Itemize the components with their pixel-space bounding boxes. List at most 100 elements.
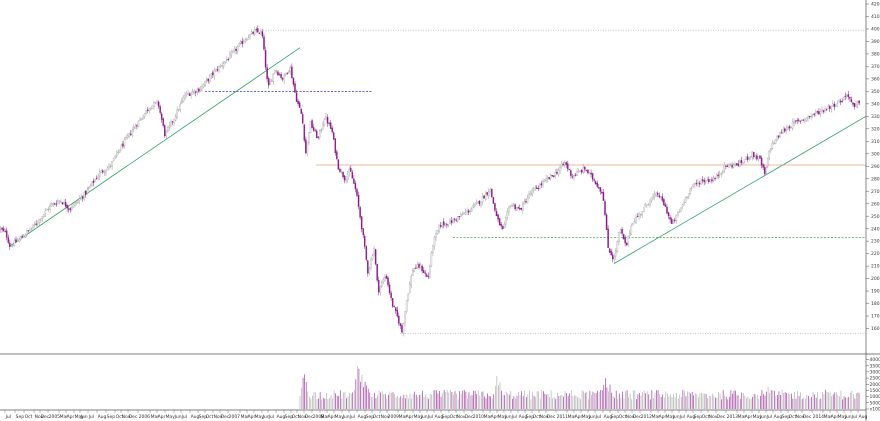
candle-body	[708, 179, 710, 182]
candle	[550, 173, 552, 182]
candle-body	[827, 105, 829, 109]
candle-body	[470, 208, 473, 212]
volume-bars	[299, 366, 860, 409]
candle-body	[81, 197, 84, 199]
candle	[36, 220, 39, 228]
candle	[833, 101, 836, 111]
candle-body	[405, 300, 408, 312]
candle	[35, 220, 37, 227]
price-tick-label: 230	[871, 239, 880, 245]
candle-body	[466, 210, 468, 212]
candle-body	[728, 164, 730, 168]
candle-body	[633, 221, 636, 224]
candle	[646, 204, 648, 208]
candle-body	[643, 207, 645, 213]
time-tick-label: 2011	[557, 414, 569, 420]
candle	[95, 175, 98, 180]
candle-body	[351, 172, 354, 179]
candle	[774, 138, 777, 145]
candle-body	[667, 212, 670, 217]
candle-body	[439, 225, 442, 227]
candle	[289, 65, 292, 75]
candle	[33, 221, 36, 228]
candle-body	[387, 277, 389, 286]
candle-body	[75, 202, 78, 204]
candle-body	[816, 111, 819, 113]
time-tick-label: Mar	[484, 414, 493, 420]
time-tick-label: Sep	[526, 414, 535, 420]
candle-body	[453, 218, 456, 220]
candle	[173, 118, 175, 127]
candle	[219, 63, 222, 69]
candle	[24, 233, 27, 238]
candle	[447, 224, 450, 228]
candle-body	[157, 101, 160, 107]
candle	[373, 246, 375, 257]
time-tick-label: Jul	[5, 414, 11, 420]
price-tick-label: 310	[871, 139, 880, 145]
candle	[712, 175, 715, 183]
candle-body	[399, 323, 402, 326]
candle-body	[644, 204, 647, 207]
candle	[64, 198, 67, 208]
candle-body	[646, 204, 648, 206]
time-tick-label: Dec	[465, 414, 474, 420]
candle	[306, 141, 309, 157]
candle	[740, 156, 743, 166]
candle	[250, 28, 253, 35]
candle	[625, 242, 628, 246]
candle-body	[484, 193, 487, 200]
candle-body	[24, 234, 27, 238]
candle	[791, 118, 794, 131]
time-tick-label: Jun	[844, 414, 852, 420]
candle	[123, 136, 126, 149]
candle	[483, 195, 485, 199]
candle	[49, 202, 51, 213]
candle	[608, 248, 611, 253]
time-tick-label: Jun	[342, 414, 350, 420]
candle	[72, 203, 75, 209]
candle-body	[35, 223, 37, 225]
price-tick-label: 160	[871, 326, 880, 332]
candle	[109, 164, 112, 169]
time-tick-label: May	[255, 414, 265, 420]
time-tick-label: Aug	[774, 414, 783, 420]
candle-body	[788, 126, 791, 129]
candle-body	[540, 183, 543, 186]
candle	[357, 191, 360, 210]
candle-body	[430, 252, 433, 266]
candle	[191, 88, 194, 95]
candle	[804, 117, 806, 124]
candle	[660, 195, 662, 200]
candle-body	[69, 208, 71, 210]
candle-body	[63, 201, 65, 204]
time-tick-label: Aug	[358, 414, 367, 420]
candle-body	[526, 197, 529, 204]
candle	[433, 235, 436, 251]
candle	[260, 28, 262, 36]
candle	[856, 100, 859, 109]
candle	[472, 202, 474, 209]
candle	[207, 78, 209, 84]
candle-body	[635, 217, 637, 223]
candle-body	[41, 216, 44, 220]
candle	[520, 207, 523, 211]
candle-body	[396, 309, 399, 317]
candle-body	[793, 121, 795, 124]
candle-body	[137, 120, 140, 127]
time-tick-label: May	[838, 414, 848, 420]
candle	[275, 69, 278, 74]
candle-body	[802, 119, 805, 121]
candle	[284, 73, 287, 77]
candle-body	[846, 94, 848, 97]
candle	[811, 114, 814, 119]
candle	[464, 208, 467, 216]
candle	[89, 183, 92, 188]
candle	[108, 162, 110, 171]
time-tick-label: May	[498, 414, 508, 420]
candle-body	[381, 282, 383, 287]
time-tick-label: Mar	[321, 414, 330, 420]
candle	[94, 178, 96, 183]
candle	[9, 239, 11, 250]
